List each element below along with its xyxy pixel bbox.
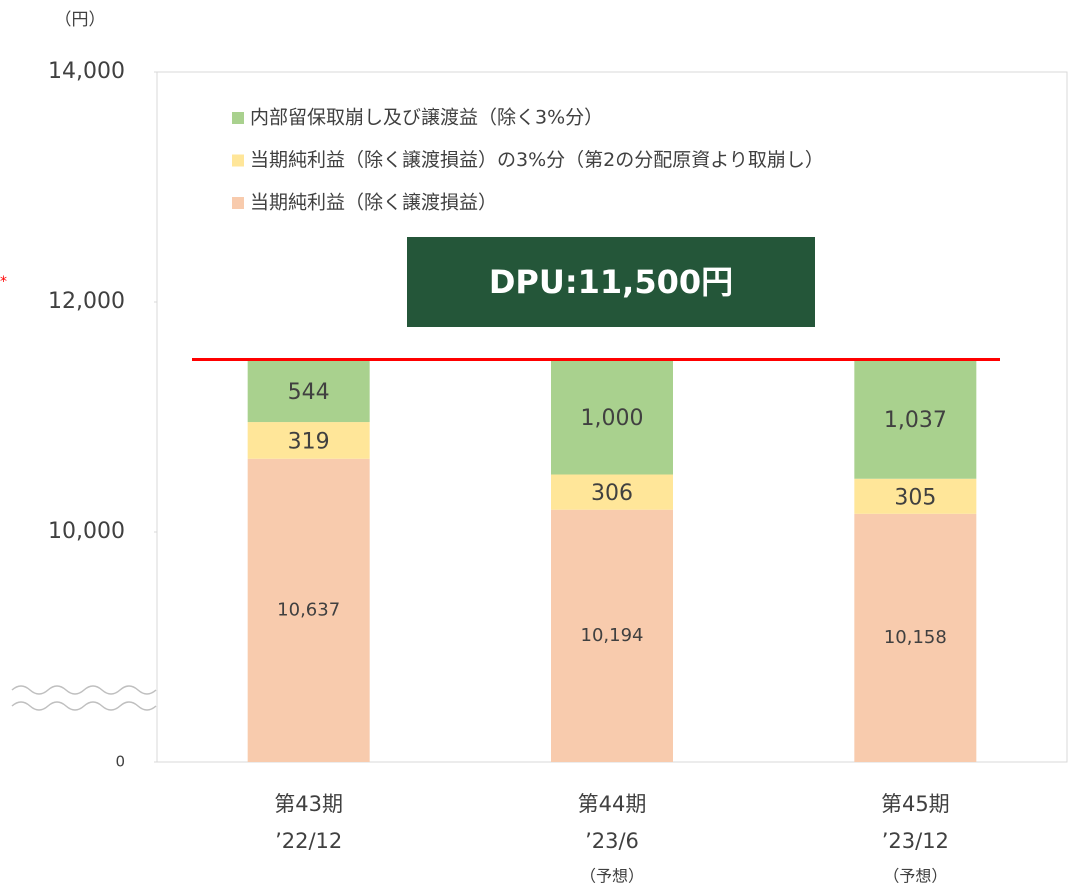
- y-tick-label: 14,000: [48, 59, 125, 84]
- legend-swatch: [232, 154, 244, 167]
- bar-segment: [854, 513, 977, 762]
- legend-label: 内部留保取崩し及び譲渡益（除く3%分）: [250, 107, 603, 129]
- value-label: 319: [288, 429, 330, 454]
- side-mark: *: [0, 274, 7, 290]
- value-label: 544: [288, 380, 330, 405]
- x-sub-label: ’22/12: [275, 829, 342, 853]
- annotation-box: [407, 237, 815, 327]
- y-tick-label: 0: [115, 753, 125, 771]
- unit-label: （円）: [55, 10, 106, 30]
- y-tick-label: 10,000: [48, 519, 125, 544]
- bar-segment: [247, 458, 370, 762]
- x-sub-label: ’23/6: [585, 829, 639, 853]
- y-tick-label: 12,000: [48, 289, 125, 314]
- x-tick-label: 第43期: [274, 792, 343, 816]
- axis-break: [11, 685, 157, 711]
- bar-segment: [247, 359, 370, 423]
- value-label: 10,158: [884, 627, 947, 648]
- bar-segment: [854, 478, 977, 514]
- annotation: DPU:11,500円: [489, 263, 733, 301]
- bar-segment: [551, 474, 673, 510]
- bar-segment: [854, 359, 977, 479]
- value-label: 10,194: [581, 625, 644, 646]
- bar-segment: [551, 359, 673, 475]
- value-label: 1,000: [581, 406, 644, 431]
- x-note: （予想）: [883, 867, 947, 886]
- value-label: 1,037: [884, 408, 947, 433]
- x-sub-label: ’23/12: [882, 829, 949, 853]
- value-label: 306: [591, 481, 633, 506]
- value-label: 10,637: [277, 599, 340, 620]
- x-tick-label: 第45期: [881, 792, 950, 816]
- bar-segment: [247, 422, 370, 459]
- legend-swatch: [232, 197, 244, 209]
- bar-segment: [551, 509, 673, 762]
- legend-swatch: [232, 112, 244, 124]
- value-label: 305: [894, 485, 936, 510]
- legend-label: 当期純利益（除く譲渡損益）の3%分（第2の分配原資より取崩し）: [250, 149, 824, 171]
- x-tick-label: 第44期: [578, 792, 647, 816]
- legend-label: 当期純利益（除く譲渡損益）: [250, 192, 497, 214]
- x-note: （予想）: [580, 867, 644, 886]
